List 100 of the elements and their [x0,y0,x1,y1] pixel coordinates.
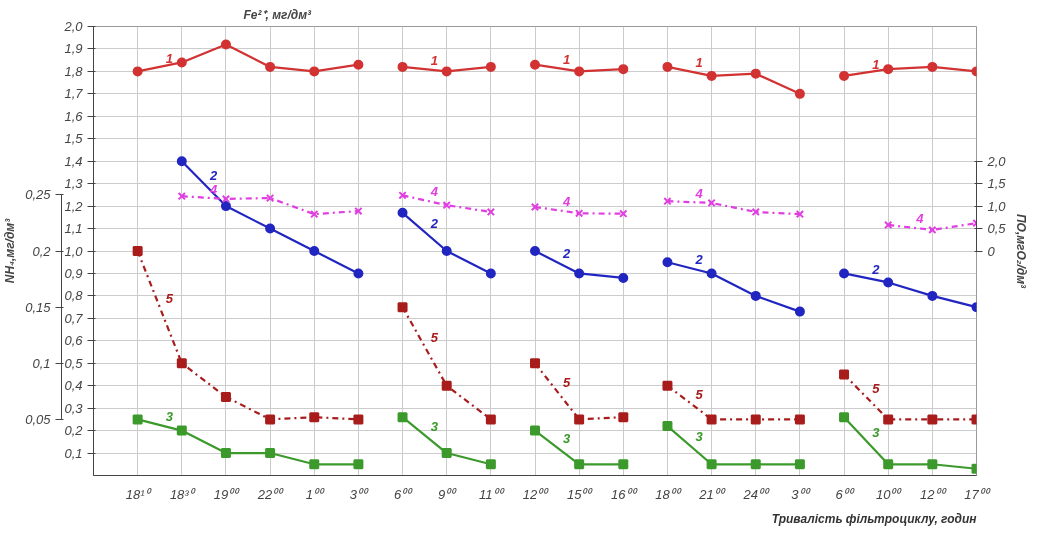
x-tick-label: 3⁰⁰ [791,486,811,502]
point [884,220,893,230]
point [265,414,276,425]
point [839,70,850,81]
y-tick-label: 0,2 [64,423,84,439]
x-tick-label: 17⁰⁰ [964,486,991,502]
point [530,202,540,212]
point [530,246,540,256]
point [751,207,760,217]
point [220,391,231,402]
point [310,210,319,219]
point [618,459,629,470]
series-label: 2 [694,251,704,267]
point [927,290,938,301]
y2-tick-label: 0,5 [987,221,1007,237]
point [750,68,761,79]
x-axis-title: Тривалість фільтроциклу, годин [771,511,978,526]
point [662,380,673,391]
point [927,459,938,470]
point [530,59,540,70]
point [441,246,452,256]
point [265,61,276,72]
point [441,66,452,77]
point [176,425,187,436]
x-tick-label: 24⁰⁰ [742,486,770,502]
y-tick-label: 1,2 [64,198,84,214]
point [530,425,540,436]
point [706,414,717,425]
point [442,201,451,210]
x-tick-label: 18¹⁰ [125,486,152,502]
x-tick-label: 18⁰⁰ [655,486,682,502]
point [309,246,320,256]
point [883,459,894,470]
y2-axis-title: ПО,мгО₂/дм³ [1013,213,1028,290]
point [883,277,894,288]
point [397,61,408,72]
series-label: 1 [165,50,173,66]
point [574,459,585,470]
x-tick-label: 6⁰⁰ [835,486,855,502]
point [794,459,805,470]
point [794,306,805,317]
y-tick-label: 1,9 [64,41,83,57]
point [265,193,275,203]
series-label: 2 [871,261,881,277]
point [397,412,408,423]
x-tick-label: 11⁰⁰ [479,486,505,502]
point [750,414,761,425]
x-tick-label: 3⁰⁰ [349,486,370,502]
series-label: 3 [872,424,881,440]
point [176,156,187,167]
series-label: 2 [562,246,572,262]
x-tick-label: 21⁰⁰ [698,486,726,502]
point [618,412,629,423]
series-label: 4 [915,211,925,227]
series-label: 4 [562,194,572,210]
x-tick-label: 9⁰⁰ [438,486,458,502]
y3-tick-label: 0,05 [25,411,52,427]
point [574,414,585,425]
y2-tick-label: 1,0 [987,198,1007,214]
point [618,64,629,75]
series-label: 1 [563,52,571,68]
series-label: 4 [208,181,218,197]
y-tick-label: 1,6 [64,108,84,124]
y-tick-label: 1,3 [64,176,84,192]
y-tick-label: 1,5 [64,131,84,147]
point [794,88,805,99]
series-label: 4 [694,186,704,202]
point [927,414,938,425]
series-label: 5 [430,330,439,346]
y-tick-label: 0,5 [64,355,84,371]
y-tick-label: 1,8 [64,63,84,79]
point [441,448,452,459]
y2-tick-label: 0 [987,243,996,259]
series-label: 2 [429,215,439,231]
point [132,246,143,256]
point [220,448,231,459]
point [574,268,585,279]
series-label: 5 [563,375,572,391]
point [353,268,364,279]
series-label: 2 [208,167,218,183]
point [530,358,540,369]
point [220,201,231,212]
y3-tick-label: 0,25 [25,187,52,203]
series-label: 3 [165,408,174,424]
point [309,459,320,470]
x-tick-label: 22⁰⁰ [256,486,285,502]
point [485,268,496,279]
x-tick-label: 12⁰⁰ [522,486,550,502]
point [397,302,408,313]
y3-axis-title: NH₄,мг/дм³ [3,217,18,284]
x-tick-label: 12⁰⁰ [920,486,947,502]
point [706,268,717,279]
point [883,414,894,425]
point [706,459,717,470]
point [486,207,496,217]
point [354,206,363,216]
y-tick-label: 0,9 [64,265,83,281]
point [220,39,231,50]
point [574,66,585,77]
y-tick-label: 1,7 [64,86,84,102]
